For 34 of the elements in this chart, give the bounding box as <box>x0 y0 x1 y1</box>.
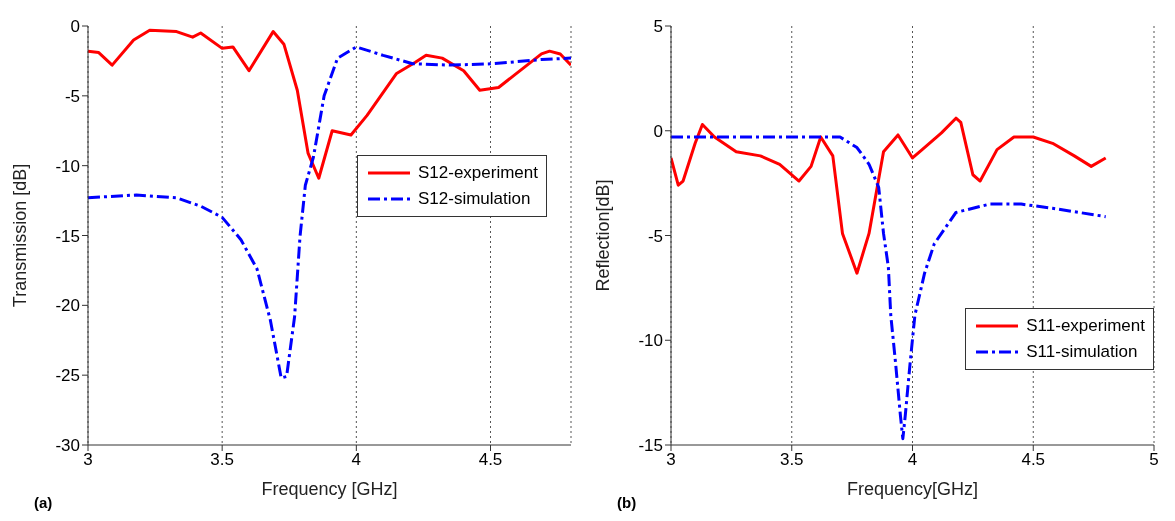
legend-label: S11-experiment <box>1026 315 1145 337</box>
y-tick-label: -10 <box>638 331 663 351</box>
x-tick-label: 4 <box>351 450 362 470</box>
y-tick-label: -25 <box>55 366 80 386</box>
y-tick-label: -30 <box>55 436 80 456</box>
x-tick-label: 4.5 <box>478 450 503 470</box>
y-tick-label: 5 <box>653 17 663 37</box>
y-tick-label: 0 <box>70 17 80 37</box>
line-series <box>671 116 1108 275</box>
line-series <box>88 45 571 380</box>
legend-label: S11-simulation <box>1026 341 1138 363</box>
legend-label: S12-simulation <box>417 188 531 210</box>
x-tick-label: 5 <box>1149 450 1159 470</box>
x-axis-title: Frequency [GHz] <box>261 479 398 499</box>
x-axis-title: Frequency[GHz] <box>846 479 979 499</box>
y-axis-title: Reflection[dB] <box>593 179 614 292</box>
y-tick-label: -5 <box>64 86 80 106</box>
text: (a) <box>34 494 53 511</box>
x-tick-label: 4.5 <box>1021 450 1046 470</box>
y-tick-label: 0 <box>653 121 663 141</box>
y-tick-label: -10 <box>55 156 80 176</box>
y-tick-label: -5 <box>647 226 663 246</box>
line-series <box>88 28 571 180</box>
y-tick-label: -20 <box>55 296 80 316</box>
x-tick-label: 4 <box>907 450 918 470</box>
y-tick-label: -15 <box>55 226 80 246</box>
x-tick-label: 3.5 <box>779 450 804 470</box>
y-axis-title: Transmission [dB] <box>10 163 31 308</box>
text: (b) <box>617 494 637 511</box>
x-tick-label: 3 <box>83 450 93 470</box>
legend-label: S12-experiment <box>417 162 538 184</box>
x-tick-label: 3 <box>666 450 676 470</box>
y-tick-label: -15 <box>638 436 663 456</box>
x-tick-label: 3.5 <box>210 450 234 470</box>
